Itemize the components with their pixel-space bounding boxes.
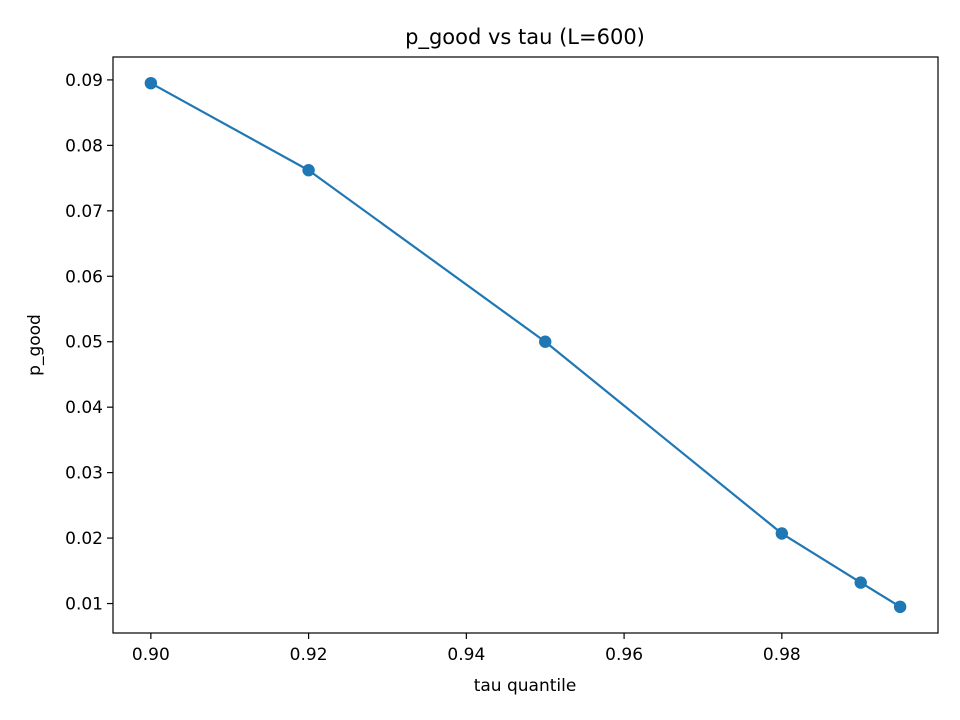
x-tick-label: 0.92 xyxy=(290,645,328,665)
y-tick-label: 0.03 xyxy=(65,464,103,484)
series-line xyxy=(150,82,901,608)
y-tick-label: 0.07 xyxy=(65,202,103,222)
y-axis-label: p_good xyxy=(25,314,45,376)
data-point xyxy=(302,164,315,177)
y-tick-label: 0.08 xyxy=(65,136,103,156)
chart-title: p_good vs tau (L=600) xyxy=(405,25,645,50)
y-tick-label: 0.06 xyxy=(65,267,103,287)
y-tick-label: 0.01 xyxy=(65,595,103,615)
axes-frame xyxy=(112,56,939,634)
y-tick-label: 0.02 xyxy=(65,529,103,549)
y-tick-label: 0.05 xyxy=(65,333,103,353)
data-point xyxy=(854,576,867,589)
y-tick-label: 0.09 xyxy=(65,71,103,91)
x-tick-label: 0.94 xyxy=(447,645,485,665)
data-point xyxy=(893,600,907,614)
data-point xyxy=(539,335,552,348)
x-tick-label: 0.96 xyxy=(605,645,643,665)
x-axis-label: tau quantile xyxy=(474,676,577,696)
data-point xyxy=(775,527,789,540)
y-tick-label: 0.04 xyxy=(65,398,103,418)
data-point xyxy=(144,76,158,90)
plot-area: 0.90 0.92 0.94 0.96 0.98 0.01 0.02 0.03 0.04 0.05… xyxy=(65,56,939,665)
x-tick-label: 0.98 xyxy=(763,645,801,665)
x-tick-label: 0.90 xyxy=(132,645,170,665)
